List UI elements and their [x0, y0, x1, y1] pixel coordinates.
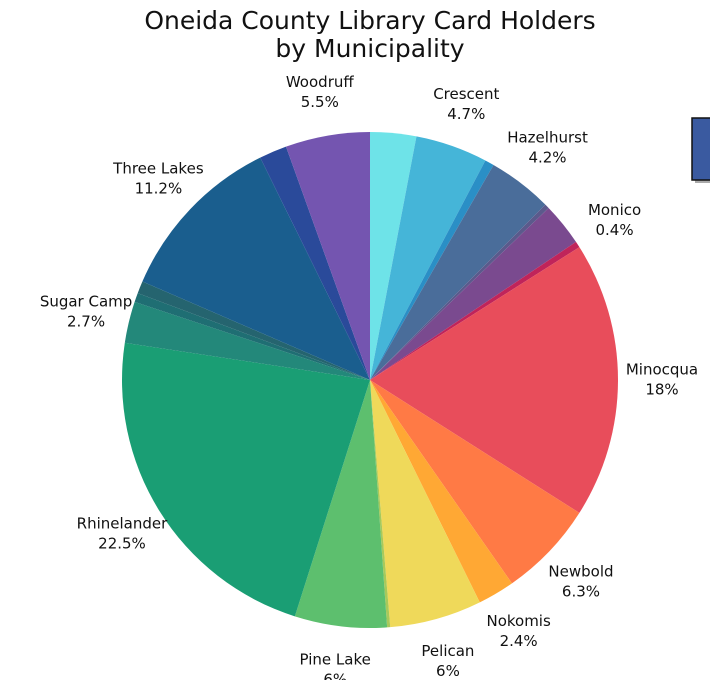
slice-label: Minocqua: [626, 361, 698, 379]
chart-title: by Municipality: [275, 34, 464, 63]
slice-label: Woodruff: [286, 73, 355, 91]
slice: [370, 132, 417, 380]
slice-value: 4.7%: [447, 105, 485, 123]
slice-value: 6.3%: [562, 582, 600, 600]
slice-label: Nokomis: [486, 612, 551, 630]
slice-value: 4.2%: [528, 149, 566, 167]
chart-title: Oneida County Library Card Holders: [144, 6, 595, 35]
slice-value: 6%: [323, 670, 347, 680]
slice: [370, 380, 580, 584]
labels: Crescent 4.7% Hazelhurst 4.2% Monico 0.4% Mino…: [40, 73, 698, 680]
slice-label: Hazelhurst: [507, 129, 588, 147]
slice: [370, 380, 391, 628]
slice-value: 2.7%: [67, 312, 105, 330]
slice: [124, 301, 371, 380]
slice: [121, 342, 370, 617]
slice-label: Rhinelander: [77, 515, 168, 533]
slice: [142, 157, 370, 380]
slice-label: Pelican: [421, 642, 474, 660]
slice-value: 5.5%: [301, 93, 339, 111]
slice: [260, 146, 370, 380]
slice: [370, 247, 618, 513]
slice: [370, 164, 546, 380]
slice-label: Pine Lake: [300, 650, 371, 668]
slice-value: 6%: [436, 662, 460, 680]
legend-box: [691, 117, 710, 181]
slice-label: Three Lakes: [112, 159, 204, 177]
slice-label: Sugar Camp: [40, 292, 132, 310]
slice-label: Newbold: [548, 562, 613, 580]
slice: [370, 380, 480, 628]
slice-value: 11.2%: [135, 179, 183, 197]
slice-label: Monico: [588, 201, 641, 219]
slice: [370, 204, 549, 380]
slice: [137, 281, 370, 380]
slice-value: 0.4%: [596, 221, 634, 239]
slice: [134, 293, 370, 380]
slice: [370, 160, 494, 380]
slice: [370, 241, 580, 380]
slice-value: 18%: [645, 381, 678, 399]
slice: [294, 380, 388, 628]
slice: [370, 380, 512, 603]
slice: [370, 207, 576, 380]
pie: [121, 132, 618, 628]
slice: [285, 132, 370, 380]
slice: [370, 136, 486, 380]
slice-value: 2.4%: [500, 632, 538, 650]
slice-label: Crescent: [433, 85, 499, 103]
slice-value: 22.5%: [98, 535, 146, 553]
